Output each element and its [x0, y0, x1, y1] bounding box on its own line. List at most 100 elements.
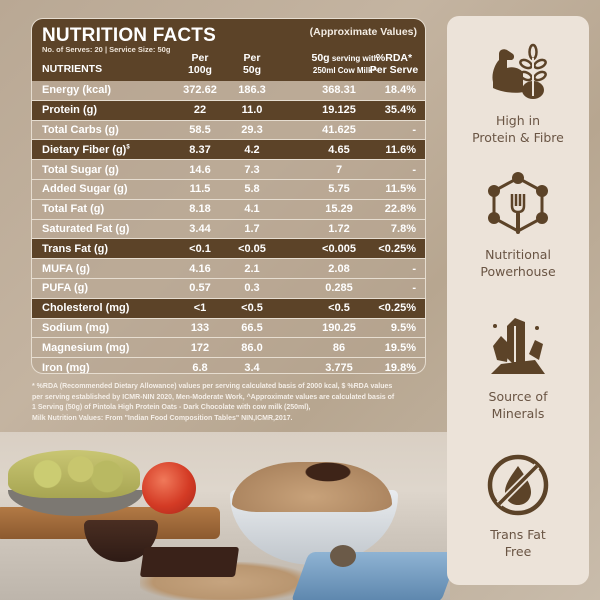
table-row: Sodium (mg) 133 66.5 190.25 9.5%	[32, 319, 425, 339]
with-milk-value: 7	[335, 163, 343, 176]
table-row: Saturated Fat (g) 3.44 1.7 1.72 7.8%	[32, 220, 425, 240]
table-row: Protein (g) 22 11.0 19.125 35.4%	[32, 100, 425, 121]
per-50g-value: <0.5	[241, 302, 263, 315]
features-panel: High in Protein & Fibre Nutritional Powe…	[447, 16, 589, 585]
per-100g-value: 22	[193, 104, 207, 117]
nutrient-name: Trans Fat (g)	[42, 242, 109, 255]
nutrient-name: Magnesium (mg)	[42, 341, 130, 354]
nutrient-name: MUFA (g)	[42, 262, 90, 275]
per-50g-value: 2.1	[244, 262, 260, 275]
per-50g-column-header: Per 50g	[242, 52, 262, 76]
table-row: Added Sugar (g) 11.5 5.8 5.75 11.5%	[32, 180, 425, 200]
per-50g-value: 29.3	[241, 123, 263, 136]
per-100g-value: <1	[193, 302, 207, 315]
table-row: Total Fat (g) 8.18 4.1 15.29 22.8%	[32, 200, 425, 220]
per-50g-value: <0.05	[238, 242, 266, 255]
feature-label: Trans Fat Free	[490, 527, 546, 559]
rda-value: -	[412, 163, 416, 176]
rda-value: 22.8%	[384, 203, 416, 216]
no-fat-drop-icon	[487, 454, 549, 516]
with-milk-value: <0.5	[328, 302, 350, 315]
molecule-fork-icon	[488, 172, 548, 234]
per-100g-value: 133	[190, 321, 210, 334]
nutrient-name: Cholesterol (mg)	[42, 302, 130, 315]
table-row: PUFA (g) 0.57 0.3 0.285 -	[32, 279, 425, 299]
per-100g-value: 4.16	[189, 262, 211, 275]
with-milk-value: 4.65	[328, 143, 350, 156]
table-row: Dietary Fiber (g)$ 8.37 4.2 4.65 11.6%	[32, 140, 425, 161]
per-100g-value: 172	[190, 341, 210, 354]
rda-value: 11.6%	[385, 143, 416, 156]
per-50g-value: 4.2	[244, 143, 260, 156]
feature-nutritional-powerhouse: Nutritional Powerhouse	[447, 172, 589, 280]
per-100g-value: 8.18	[189, 203, 211, 216]
with-milk-value: 3.775	[325, 362, 353, 374]
table-row: Iron (mg) 6.8 3.4 3.775 19.8%	[32, 358, 425, 374]
rda-value: 9.5%	[390, 321, 416, 334]
table-row: Magnesium (mg) 172 86.0 86 19.5%	[32, 338, 425, 359]
per-50g-value: 4.1	[244, 203, 260, 216]
muscle-wheat-icon	[492, 43, 547, 99]
nutrient-name: Added Sugar (g)	[42, 183, 128, 196]
per-50g-value: 3.4	[244, 362, 260, 374]
grapes	[8, 450, 140, 498]
with-milk-value: 5.75	[328, 183, 350, 196]
blue-napkin	[290, 552, 450, 600]
rda-value: <0.25%	[378, 242, 416, 255]
per-100g-value: 372.62	[183, 84, 217, 97]
nutrient-name: Total Sugar (g)	[42, 163, 119, 176]
nutrient-name: Protein (g)	[42, 104, 97, 117]
table-body: Energy (kcal) 372.62 186.3 368.31 18.4% Prote…	[32, 81, 425, 374]
table-row: Total Carbs (g) 58.5 29.3 41.625 -	[32, 121, 425, 141]
feature-trans-fat-free: Trans Fat Free	[447, 452, 589, 560]
per-50g-value: 5.8	[244, 183, 260, 196]
per-100g-value: 3.44	[189, 222, 211, 235]
rda-value: -	[412, 123, 416, 136]
table-row: Cholesterol (mg) <1 <0.5 <0.5 <0.25%	[32, 298, 425, 319]
per-50g-value: 86.0	[241, 341, 263, 354]
rda-value: 7.8%	[390, 222, 416, 235]
per-50g-value: 1.7	[244, 222, 260, 235]
with-milk-value: 19.125	[322, 104, 356, 117]
with-milk-value: <0.005	[322, 242, 356, 255]
crystal-minerals-icon	[491, 318, 545, 374]
feature-label: High in Protein & Fibre	[472, 113, 564, 145]
feature-source-of-minerals: Source of Minerals	[447, 314, 589, 422]
nutrient-name: Total Fat (g)	[42, 203, 105, 216]
nutrition-facts-table: NUTRITION FACTS (Approximate Values) No.…	[31, 18, 426, 374]
rda-value: -	[412, 282, 416, 295]
per-100g-column-header: Per 100g	[188, 52, 212, 76]
per-100g-value: 0.57	[189, 282, 211, 295]
per-100g-value: 8.37	[189, 143, 211, 156]
table-row: Total Sugar (g) 14.6 7.3 7 -	[32, 160, 425, 180]
apple	[142, 462, 196, 514]
feature-label: Source of Minerals	[488, 389, 548, 421]
per-50g-value: 0.3	[244, 282, 260, 295]
footnote: * %RDA (Recommended Dietary Allowance) v…	[32, 383, 395, 422]
nutrient-name: Sodium (mg)	[42, 321, 110, 334]
per-100g-value: 14.6	[189, 163, 211, 176]
food-photo	[0, 432, 450, 600]
table-header: NUTRITION FACTS (Approximate Values) No.…	[32, 19, 425, 81]
feature-protein-fibre: High in Protein & Fibre	[447, 38, 589, 146]
with-milk-value: 15.29	[325, 203, 353, 216]
nutrient-name: Energy (kcal)	[42, 84, 112, 97]
rda-value: 19.8%	[384, 362, 416, 374]
nutrient-name: PUFA (g)	[42, 282, 89, 295]
nutrient-name: Saturated Fat (g)	[42, 222, 130, 235]
nutrient-name: Dietary Fiber (g)$	[42, 143, 130, 156]
rda-column-header: %RDA* Per Serve	[369, 52, 419, 76]
per-50g-value: 7.3	[244, 163, 260, 176]
approximate-values-note: (Approximate Values)	[309, 26, 417, 38]
rda-value: 18.4%	[384, 84, 416, 97]
rda-value: 11.5%	[385, 183, 416, 196]
nutrient-name: Total Carbs (g)	[42, 123, 119, 136]
oats-with-chocolate	[232, 462, 392, 512]
with-milk-value: 1.72	[328, 222, 350, 235]
with-milk-value: 86	[332, 341, 346, 354]
with-milk-column-header: 50g serving with 250ml Cow Milk^	[311, 52, 379, 75]
per-100g-value: 58.5	[189, 123, 211, 136]
per-50g-value: 11.0	[241, 104, 263, 117]
chocolate-bar	[139, 547, 240, 577]
with-milk-value: 2.08	[328, 262, 350, 275]
